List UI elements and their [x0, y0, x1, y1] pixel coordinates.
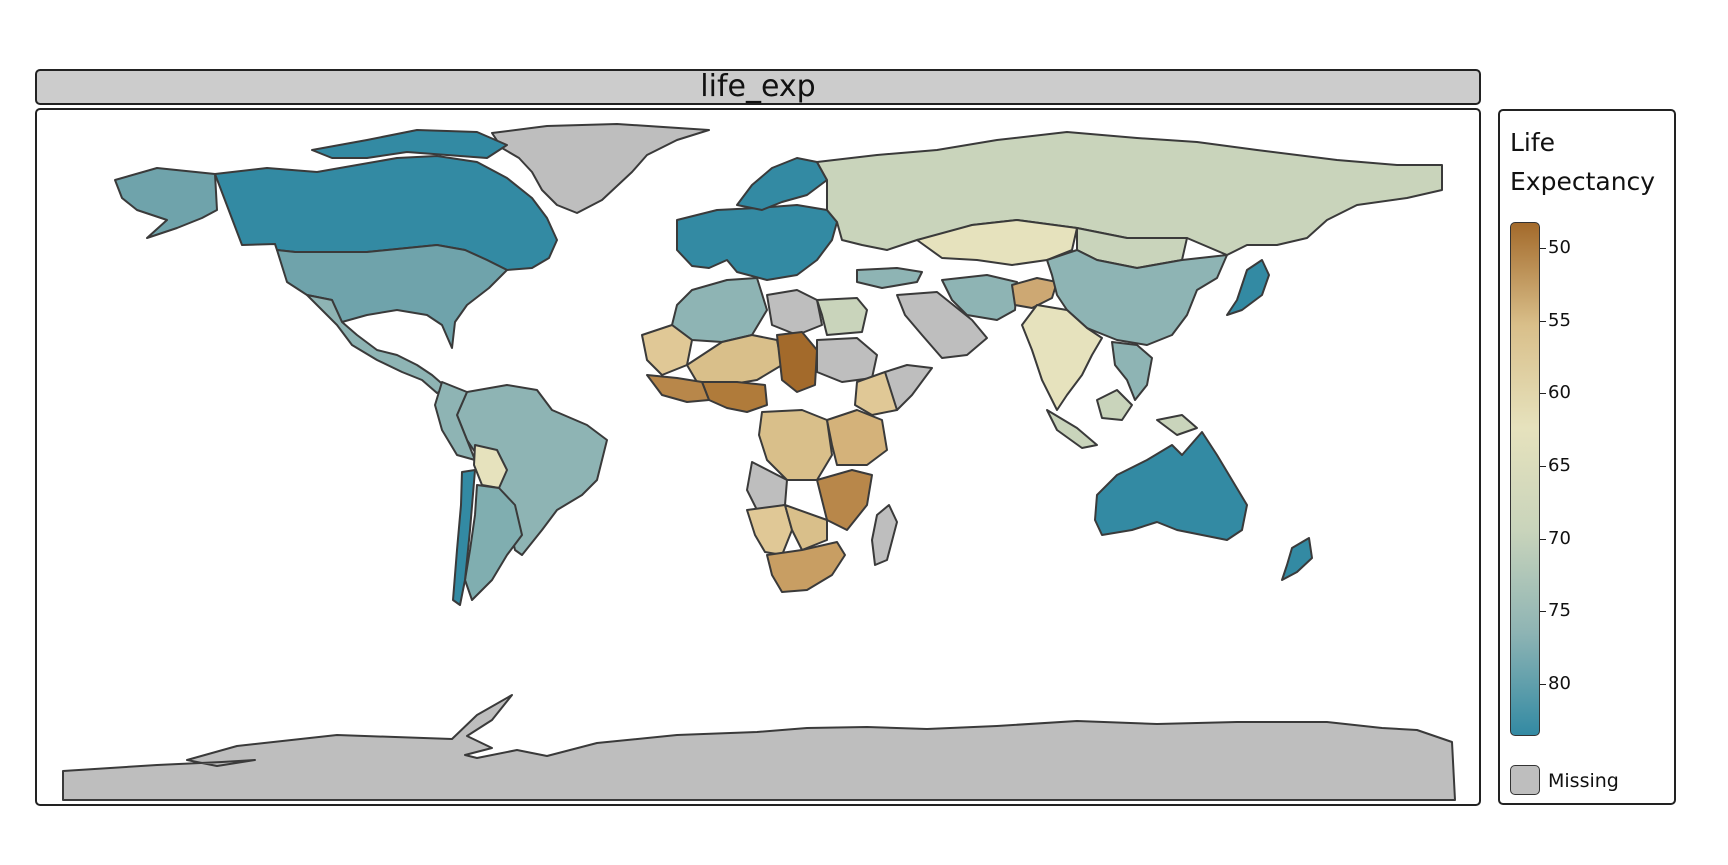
legend-tick-label: 55	[1548, 309, 1571, 331]
country-botswana-zim	[784, 504, 828, 551]
legend-missing-label: Missing	[1548, 770, 1619, 792]
country-northwest-africa	[671, 277, 768, 343]
legend-tick-mark	[1540, 538, 1546, 540]
country-west-africa-coast	[646, 374, 710, 403]
legend-tick-label: 60	[1548, 382, 1571, 404]
country-usa-alaska	[114, 167, 218, 239]
country-png	[1156, 414, 1198, 436]
country-afghanistan	[1011, 277, 1058, 309]
country-libya	[766, 289, 823, 336]
country-south-africa	[766, 541, 846, 593]
legend-title: Life Expectancy	[1510, 123, 1655, 201]
legend-tick-label: 70	[1548, 527, 1571, 549]
country-egypt	[816, 297, 868, 336]
legend-tick-mark	[1540, 465, 1546, 467]
country-dr-congo	[758, 409, 833, 481]
country-argentina	[464, 484, 523, 601]
map-panel-header: life_exp	[35, 69, 1481, 105]
country-east-africa	[826, 409, 888, 466]
legend-title-line1: Life	[1510, 128, 1556, 157]
legend-title-line2: Expectancy	[1510, 167, 1656, 196]
country-sahel	[686, 334, 783, 386]
country-southeast-asia	[1111, 341, 1153, 401]
country-sudan	[816, 337, 878, 383]
country-chile	[452, 469, 476, 606]
country-nigeria	[701, 381, 768, 413]
legend-tick-label: 50	[1548, 237, 1571, 259]
legend: Life Expectancy 50 55 60 65 70 75 80 Missing	[1498, 109, 1676, 805]
country-india	[1021, 304, 1103, 411]
country-western-europe	[676, 204, 838, 281]
country-china	[1046, 249, 1228, 346]
country-horn	[884, 364, 933, 411]
legend-tick-mark	[1540, 320, 1546, 322]
legend-tick-mark	[1540, 393, 1546, 395]
legend-tick-label: 80	[1548, 672, 1571, 694]
country-saudi-arabia	[896, 291, 988, 359]
country-namibia	[746, 504, 793, 556]
legend-color-bar	[1510, 222, 1540, 736]
legend-tick-label: 75	[1548, 600, 1571, 622]
country-madagascar	[871, 504, 898, 566]
country-greenland	[491, 123, 710, 214]
map-frame	[35, 108, 1481, 806]
country-iran	[941, 274, 1018, 321]
legend-tick-mark	[1540, 248, 1546, 250]
country-scandinavia	[736, 157, 828, 211]
country-new-zealand	[1281, 537, 1313, 581]
panel-title: life_exp	[700, 69, 816, 104]
legend-tick-mark	[1540, 683, 1546, 685]
legend-missing-swatch	[1510, 765, 1540, 795]
world-map	[62, 123, 1456, 801]
country-russia	[816, 131, 1443, 256]
country-chad	[776, 331, 818, 393]
country-turkey	[856, 267, 923, 289]
country-japan	[1226, 259, 1270, 316]
country-antarctica	[62, 694, 1456, 801]
country-indonesia	[1046, 409, 1098, 449]
country-borneo	[1096, 389, 1133, 421]
canada-arctic-islands	[311, 129, 508, 159]
country-australia	[1094, 431, 1248, 541]
legend-tick-label: 65	[1548, 454, 1571, 476]
legend-tick-mark	[1540, 611, 1546, 613]
